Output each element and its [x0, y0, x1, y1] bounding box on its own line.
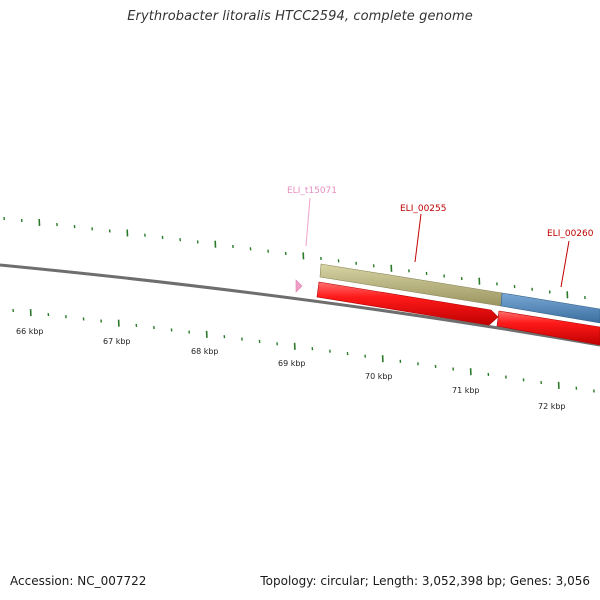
kbp-label-68: 68 kbp: [191, 347, 219, 356]
gene2-label-leader: [560, 240, 570, 288]
kbp-label-70: 70 kbp: [365, 372, 393, 381]
upper-tick-row: [3, 216, 586, 300]
trna-feature[interactable]: [295, 279, 303, 293]
kbp-label-72: 72 kbp: [538, 402, 566, 411]
trna-label-leader: [305, 197, 311, 247]
kbp-labels: 66 kbp 67 kbp 68 kbp 69 kbp 70 kbp 71 kb…: [16, 327, 566, 411]
genome-backbone: [0, 263, 600, 347]
kbp-label-71: 71 kbp: [452, 386, 480, 395]
kbp-label-66: 66 kbp: [16, 327, 44, 336]
accession-text: Accession: NC_007722: [10, 574, 147, 588]
gene-eli-00260[interactable]: [496, 310, 600, 346]
lower-tick-row: [12, 308, 595, 393]
gene1-label[interactable]: ELI_00255: [400, 204, 447, 214]
trna-label[interactable]: ELI_t15071: [287, 186, 337, 196]
gene1-label-leader: [414, 213, 422, 263]
genome-summary-text: Topology: circular; Length: 3,052,398 bp…: [260, 574, 590, 588]
gene2-label[interactable]: ELI_00260: [547, 229, 594, 239]
gene-eli-00255[interactable]: [316, 281, 499, 326]
blue-feature[interactable]: [500, 292, 600, 324]
kbp-label-69: 69 kbp: [278, 359, 306, 368]
kbp-label-67: 67 kbp: [103, 337, 131, 346]
map-title: Erythrobacter litoralis HTCC2594, comple…: [127, 9, 473, 24]
